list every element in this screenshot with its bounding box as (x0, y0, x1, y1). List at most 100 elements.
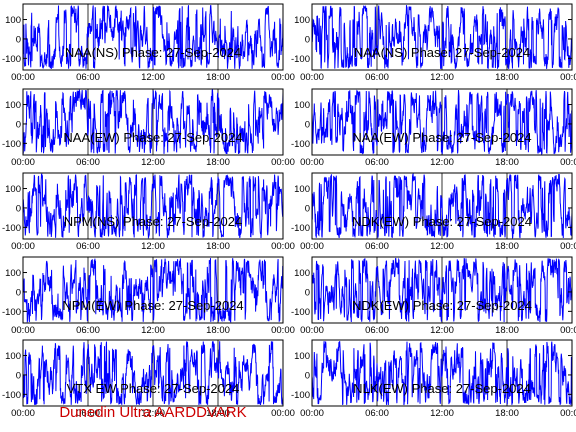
x-tick-label: 06:00 (76, 241, 100, 252)
chart-panel: -100 0 100 00:00 06:00 12:00 18:00 00:00 NAA(EW)… (2, 88, 295, 168)
y-tick-label: 0 (305, 34, 310, 45)
panel-title: VTX EW Phase: 27-Sep-2024 (67, 381, 240, 396)
chart-panel: -100 0 100 00:00 06:00 12:00 18:00 00:00 NPM(NS)… (2, 172, 295, 252)
y-tick-label: -100 (2, 139, 21, 150)
x-tick-label: 00:00 (300, 241, 324, 252)
y-tick-label: 0 (305, 287, 310, 298)
x-tick-label: 06:00 (76, 325, 100, 336)
phase-trace (23, 4, 283, 70)
x-tick-label: 18:00 (495, 241, 519, 252)
panel-title: NPM(NS) Phase: 27-Sep-2024 (64, 214, 242, 229)
x-tick-label: 12:00 (430, 157, 454, 168)
panel-title: NAA(NS) Phase: 27-Sep-2024 (65, 45, 241, 60)
phase-trace (23, 89, 283, 155)
x-tick-label: 00:00 (560, 241, 576, 252)
x-tick-label: 18:00 (206, 325, 230, 336)
x-tick-label: 00:00 (300, 408, 324, 419)
plot-frame (311, 88, 573, 156)
x-tick-label: 00:00 (560, 72, 576, 83)
x-tick-label: 00:00 (11, 325, 35, 336)
phase-trace (23, 341, 283, 406)
chart-panel: -100 0 100 00:00 06:00 12:00 18:00 00:00 NAA(NS)… (291, 3, 576, 83)
x-tick-label: 00:00 (271, 157, 295, 168)
x-tick-label: 18:00 (206, 241, 230, 252)
y-tick-label: 0 (16, 287, 21, 298)
y-tick-label: -100 (2, 307, 21, 318)
phase-trace (23, 258, 283, 323)
chart-panel: -100 0 100 00:00 06:00 12:00 18:00 00:00 NPM(EW)… (2, 256, 295, 336)
x-tick-label: 12:00 (430, 72, 454, 83)
y-tick-label: -100 (2, 54, 21, 65)
x-tick-label: 00:00 (300, 72, 324, 83)
phase-trace (312, 173, 572, 239)
plot-frame (22, 339, 284, 407)
x-tick-label: 06:00 (76, 408, 100, 419)
phase-trace (312, 89, 572, 155)
panel-title: NPM(EW) Phase: 27-Sep-2024 (62, 298, 243, 313)
y-tick-label: 0 (305, 119, 310, 130)
chart-panel: -100 0 100 00:00 06:00 12:00 18:00 00:00 NAA(EW)… (291, 88, 576, 168)
chart-panel: -100 0 100 00:00 06:00 12:00 18:00 00:00 NAA(NS)… (2, 3, 295, 83)
x-tick-label: 18:00 (206, 157, 230, 168)
x-tick-label: 06:00 (76, 72, 100, 83)
panel-title: NAA(EW) Phase: 27-Sep-2024 (63, 130, 242, 145)
y-tick-label: 100 (5, 351, 21, 362)
plot-frame (311, 256, 573, 324)
x-tick-label: 12:00 (141, 408, 165, 419)
x-tick-label: 06:00 (76, 157, 100, 168)
panel-title: NDK(EW) Phase: 27-Sep-2024 (352, 214, 532, 229)
y-tick-label: 0 (16, 370, 21, 381)
y-tick-label: -100 (291, 390, 310, 401)
phase-trace (312, 257, 572, 323)
x-tick-label: 12:00 (430, 241, 454, 252)
panel-title: NLK(EW) Phase: 27-Sep-2024 (353, 381, 531, 396)
x-tick-label: 12:00 (141, 157, 165, 168)
plot-frame (311, 3, 573, 71)
y-tick-label: 100 (5, 15, 21, 26)
x-tick-label: 06:00 (365, 408, 389, 419)
x-tick-label: 00:00 (560, 157, 576, 168)
y-tick-label: 100 (294, 184, 310, 195)
x-tick-label: 06:00 (365, 325, 389, 336)
phase-trace (312, 5, 572, 70)
x-tick-label: 12:00 (430, 325, 454, 336)
x-tick-label: 00:00 (300, 325, 324, 336)
y-tick-label: -100 (2, 223, 21, 234)
x-tick-label: 00:00 (11, 408, 35, 419)
phase-trace (312, 341, 572, 406)
plot-frame (22, 88, 284, 156)
plot-frame (22, 3, 284, 71)
y-tick-label: 0 (305, 370, 310, 381)
x-tick-label: 18:00 (495, 408, 519, 419)
phase-trace (23, 173, 283, 239)
x-tick-label: 06:00 (365, 241, 389, 252)
chart-panel: -100 0 100 00:00 06:00 12:00 18:00 00:00 NDK(EW)… (291, 172, 576, 252)
y-tick-label: -100 (2, 390, 21, 401)
x-tick-label: 12:00 (141, 72, 165, 83)
chart-panel: -100 0 100 00:00 06:00 12:00 18:00 00:00 VTX EW … (2, 339, 295, 419)
y-tick-label: 0 (16, 119, 21, 130)
x-tick-label: 00:00 (271, 72, 295, 83)
x-tick-label: 12:00 (141, 241, 165, 252)
plot-frame (311, 172, 573, 240)
y-tick-label: 100 (5, 100, 21, 111)
plot-frame (311, 339, 573, 407)
x-tick-label: 00:00 (11, 157, 35, 168)
y-tick-label: -100 (291, 223, 310, 234)
x-tick-label: 18:00 (495, 72, 519, 83)
y-tick-label: 100 (294, 100, 310, 111)
panel-title: NAA(NS) Phase: 27-Sep-2024 (354, 45, 530, 60)
x-tick-label: 06:00 (365, 157, 389, 168)
x-tick-label: 00:00 (271, 408, 295, 419)
x-tick-label: 12:00 (430, 408, 454, 419)
y-tick-label: 0 (305, 203, 310, 214)
y-tick-label: -100 (291, 307, 310, 318)
y-tick-label: 100 (5, 184, 21, 195)
y-tick-label: 0 (16, 203, 21, 214)
x-tick-label: 00:00 (11, 241, 35, 252)
x-tick-label: 18:00 (495, 157, 519, 168)
y-tick-label: -100 (291, 54, 310, 65)
x-tick-label: 00:00 (11, 72, 35, 83)
y-tick-label: -100 (291, 139, 310, 150)
